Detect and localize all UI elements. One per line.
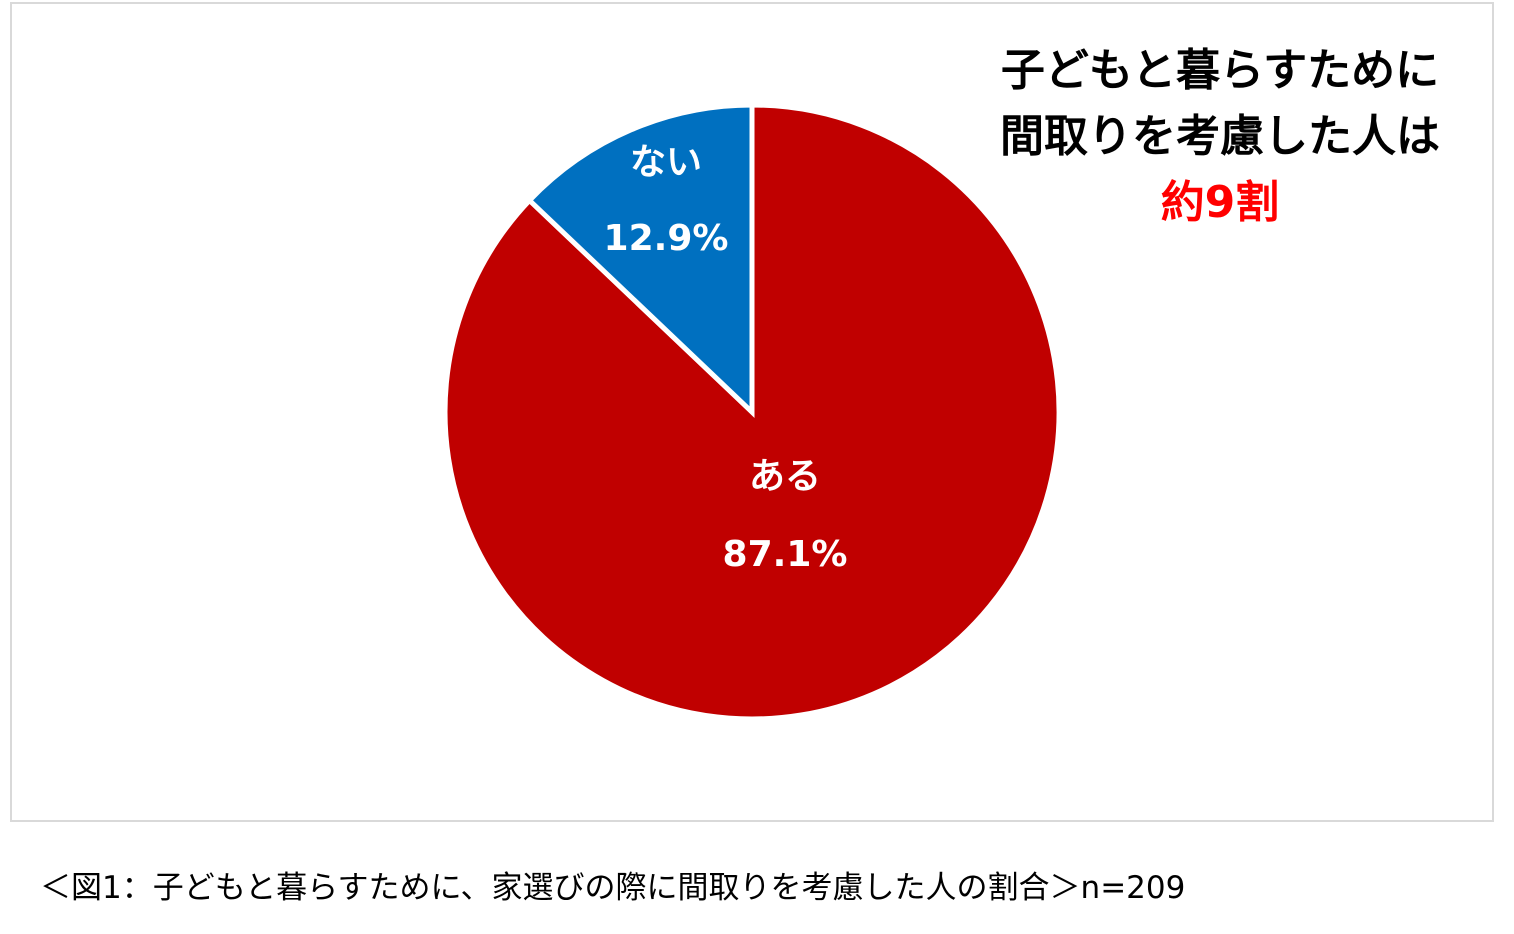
figure-caption: ＜図1：子どもと暮らすために、家選びの際に間取りを考慮した人の割合＞n=209 bbox=[40, 870, 1186, 906]
headline-accent: 約9割 bbox=[1160, 177, 1280, 228]
slice-category-label: ある bbox=[749, 456, 821, 497]
headline-line-1: 子どもと暮らすために bbox=[1000, 45, 1440, 96]
slice-value-label: 12.9% bbox=[604, 218, 729, 259]
headline-line-2: 間取りを考慮した人は bbox=[1000, 111, 1440, 162]
pie-slice-nai bbox=[525, 102, 755, 418]
pie-slices bbox=[442, 102, 1062, 722]
slice-category-label: ない bbox=[630, 142, 702, 183]
slice-value-label: 87.1% bbox=[723, 534, 848, 575]
pie-slice-aru bbox=[442, 102, 1062, 722]
pie-labels: ある 87.1% ない 12.9% bbox=[604, 142, 848, 575]
chart-headline: 子どもと暮らすために 間取りを考慮した人は 約9割 bbox=[940, 38, 1500, 236]
